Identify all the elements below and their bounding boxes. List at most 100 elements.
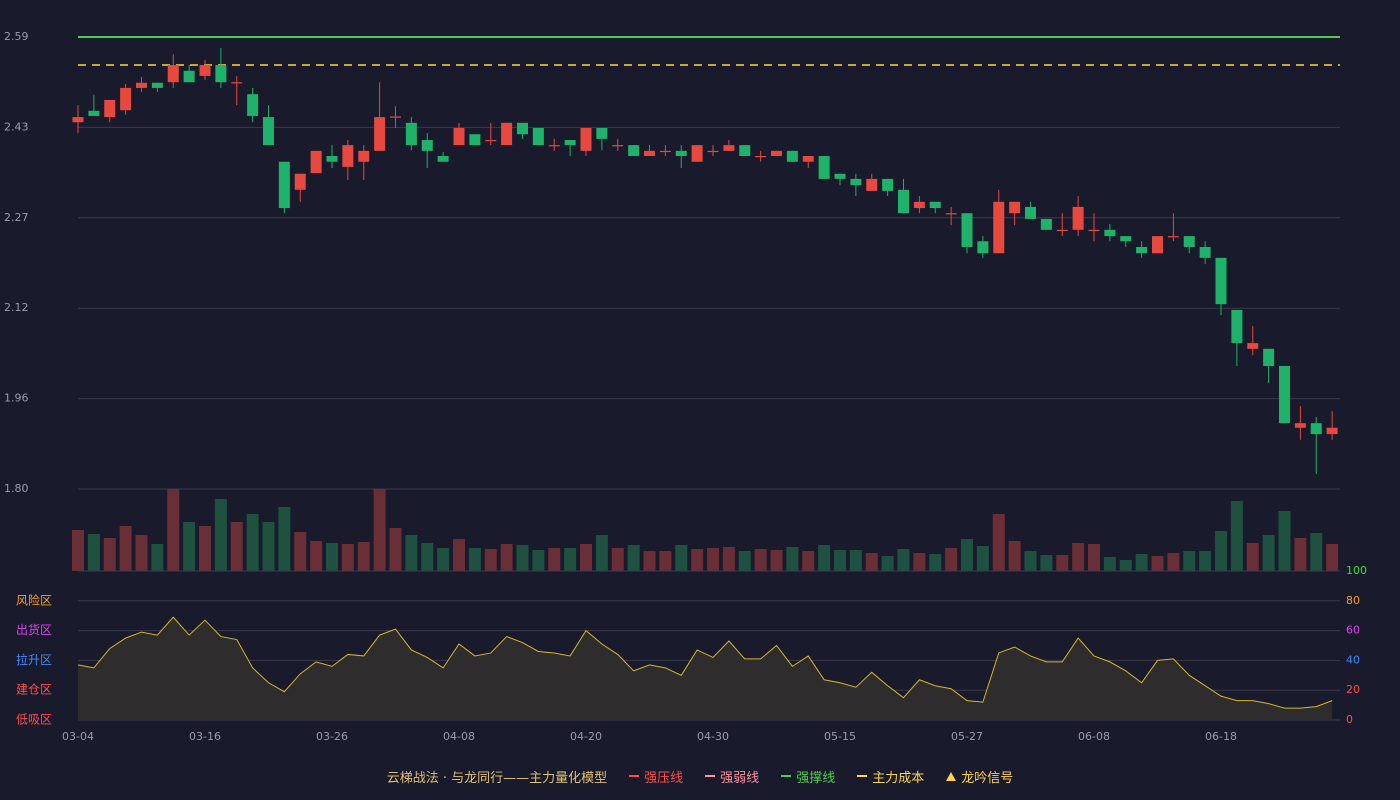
volume-bar	[389, 528, 402, 571]
candle-body	[231, 82, 243, 84]
legend-title: 云梯战法 · 与龙同行——主力量化模型	[386, 770, 608, 786]
legend-item[interactable]: 龙吟信号	[946, 767, 1013, 786]
volume-bar	[1072, 543, 1085, 571]
candle-body	[548, 145, 560, 147]
candle-body	[866, 178, 878, 191]
volume-bar	[230, 522, 243, 571]
candle-body	[1294, 423, 1306, 428]
candle-body	[390, 116, 401, 118]
legend-symbol	[781, 775, 792, 777]
legend-label: 龙吟信号	[961, 770, 1014, 786]
volume-bar	[72, 530, 84, 571]
volume-bar	[103, 538, 116, 571]
x-tick-label: 04-30	[697, 730, 729, 743]
y-tick-label: 1.80	[4, 482, 29, 495]
volume-bar	[802, 551, 815, 571]
x-tick-label: 06-08	[1078, 730, 1110, 743]
candle-body	[294, 173, 306, 190]
legend-item[interactable]: 主力成本	[857, 767, 924, 786]
volume-bar	[1167, 553, 1180, 571]
volume-bar	[611, 548, 624, 571]
candle-body	[1167, 236, 1179, 238]
volume-bar	[1246, 543, 1259, 571]
candle-body	[612, 145, 624, 147]
indicator-area	[78, 617, 1333, 720]
volume-bar	[945, 548, 958, 571]
volume-bar	[1088, 544, 1100, 571]
candle-body	[72, 117, 84, 123]
volume-bar	[881, 556, 894, 571]
candle-body	[1215, 257, 1227, 305]
volume-bar	[151, 544, 164, 571]
candle-body	[1009, 201, 1021, 214]
candle-body	[1088, 229, 1100, 232]
volume-bar	[87, 534, 100, 571]
candle-body	[755, 156, 767, 158]
candle-body	[1040, 218, 1052, 230]
volume-bar	[786, 547, 799, 571]
y-tick-label: 2.27	[4, 211, 29, 224]
y2-tick-label: 60	[1346, 624, 1360, 637]
x-tick-label: 05-15	[824, 730, 856, 743]
legend-item[interactable]: 强压线	[629, 767, 683, 786]
candle-body	[501, 122, 513, 146]
candle-body	[1152, 236, 1163, 254]
y-tick-label: 1.96	[4, 392, 29, 405]
volume-bar	[214, 499, 227, 571]
volume-bar	[976, 546, 989, 571]
y2-tick-label: 100	[1346, 564, 1367, 577]
volume-bar	[294, 532, 307, 571]
volume-bar	[1151, 556, 1164, 571]
x-tick-label: 04-20	[570, 730, 602, 743]
volume-bar	[468, 548, 481, 571]
candle-body	[850, 178, 862, 186]
candle-body	[913, 201, 925, 209]
candle-body	[596, 127, 608, 139]
legend-symbol	[946, 771, 957, 781]
candle-body	[1025, 206, 1036, 219]
candle-body	[215, 65, 227, 83]
volume-bar	[1135, 554, 1148, 571]
legend-item[interactable]: 强弱线	[705, 767, 759, 786]
candle-body	[1104, 229, 1116, 237]
y2-tick-label: 80	[1346, 594, 1360, 607]
volume-bar	[754, 549, 767, 571]
volume-bar	[992, 514, 1005, 571]
volume-bar	[1119, 560, 1132, 571]
x-tick-label: 05-27	[951, 730, 983, 743]
volume-bar	[1294, 538, 1307, 571]
candle-body	[421, 139, 433, 151]
candle-body	[898, 189, 909, 214]
x-tick-label: 03-16	[189, 730, 221, 743]
y-tick-label: 2.59	[4, 30, 29, 43]
volume-bar	[659, 551, 672, 571]
candle-body	[88, 110, 100, 116]
zone-label: 建仓区	[16, 683, 52, 697]
legend-item[interactable]: 强撑线	[781, 767, 835, 786]
candle-body	[993, 201, 1005, 254]
candle-body	[580, 127, 592, 151]
volume-bar	[262, 522, 275, 571]
volume-bar	[595, 535, 608, 571]
volume-bar	[500, 544, 513, 571]
candle-body	[263, 117, 274, 146]
candle-body	[1183, 236, 1195, 247]
volume-bar	[580, 544, 592, 571]
candle-body	[834, 173, 846, 179]
candle-body	[1279, 365, 1290, 424]
candle-body	[199, 65, 211, 76]
x-tick-label: 03-04	[62, 730, 94, 743]
volume-bar	[167, 489, 180, 571]
volume-bar	[199, 526, 211, 571]
candle-body	[659, 150, 671, 153]
volume-bar	[516, 545, 529, 571]
y2-tick-label: 40	[1346, 653, 1360, 666]
zone-label: 风险区	[16, 592, 52, 607]
volume-bar	[818, 545, 831, 571]
volume-bar	[326, 543, 338, 571]
volume-bar	[722, 547, 735, 571]
volume-bar	[929, 554, 942, 571]
candle-body	[310, 150, 322, 174]
x-tick-label: 04-08	[443, 730, 475, 743]
candle-body	[1120, 236, 1132, 242]
